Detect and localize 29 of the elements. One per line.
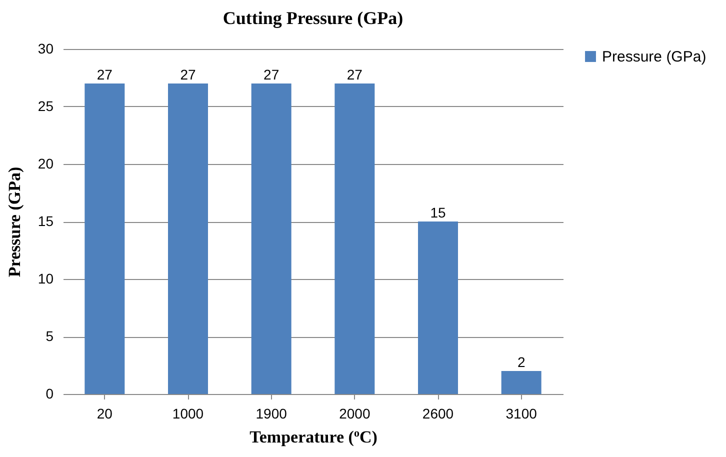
y-tick-label: 10 [38,270,54,286]
data-label: 27 [264,66,280,82]
x-axis-title: Temperature ($^{o}$C) [250,428,378,446]
chart-title: Cutting Pressure (GPa) [222,8,404,28]
y-axis-title: Pressure (GPa) [4,166,24,278]
bar [84,84,125,394]
y-tick-label: 20 [38,156,54,172]
x-tick-label: 2000 [339,406,370,422]
data-label: 27 [180,66,196,82]
data-label: 27 [346,66,363,82]
x-tick-label: 3100 [506,406,538,422]
data-label: 27 [96,66,113,82]
bar [168,84,208,394]
x-tick-label: 1000 [172,406,204,422]
data-label: 2 [517,354,526,370]
y-tick-label: 30 [38,40,54,56]
bar [418,222,458,394]
legend-label: Pressure (GPa) [602,48,706,66]
bar [501,371,542,394]
x-tick-label: 20 [96,406,113,422]
y-tick-label: 25 [38,98,54,114]
x-tick-label: 1900 [256,406,288,422]
bar [251,84,292,394]
data-label: 15 [430,204,446,220]
y-tick-label: 15 [38,213,54,229]
y-tick-label: 5 [46,328,54,344]
bar [334,84,375,394]
y-tick-label: 0 [46,386,54,402]
x-tick-label: 2600 [422,406,454,422]
